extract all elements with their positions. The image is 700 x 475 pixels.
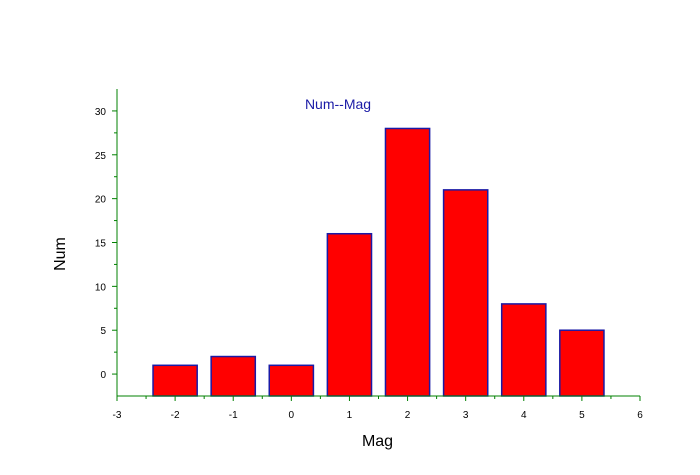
x-ticks-group: -3 -2 -1 0 1 2 3 4 5 6 xyxy=(113,396,643,421)
bar xyxy=(326,232,373,397)
bar xyxy=(559,329,605,397)
bar xyxy=(268,364,315,397)
bar xyxy=(152,364,198,397)
x-tick-label: -1 xyxy=(229,410,238,421)
bar xyxy=(442,189,489,397)
y-axis-title: Num xyxy=(52,237,69,271)
x-tick-label: 1 xyxy=(347,410,353,421)
x-tick-label: -2 xyxy=(171,410,180,421)
bar xyxy=(500,303,547,397)
bars-group xyxy=(152,127,605,397)
x-tick-label: 6 xyxy=(637,410,643,421)
bar xyxy=(384,127,431,397)
bar xyxy=(210,355,257,397)
y-tick-label: 0 xyxy=(100,370,106,381)
y-tick-label: 15 xyxy=(95,239,107,250)
x-tick-label: 0 xyxy=(289,410,295,421)
x-tick-label: 2 xyxy=(405,410,411,421)
y-tick-label: 30 xyxy=(95,107,107,118)
y-tick-label: 10 xyxy=(95,282,107,293)
x-axis-title: Mag xyxy=(362,433,393,450)
x-tick-label: 5 xyxy=(579,410,585,421)
x-tick-label: 3 xyxy=(463,410,469,421)
y-tick-label: 25 xyxy=(95,151,107,162)
y-ticks-group: 0 5 10 15 20 25 30 xyxy=(95,107,117,381)
y-tick-label: 5 xyxy=(100,326,106,337)
chart-title: Num--Mag xyxy=(305,96,371,112)
y-tick-label: 20 xyxy=(95,195,107,206)
x-tick-label: 4 xyxy=(521,410,527,421)
x-tick-label: -3 xyxy=(113,410,122,421)
